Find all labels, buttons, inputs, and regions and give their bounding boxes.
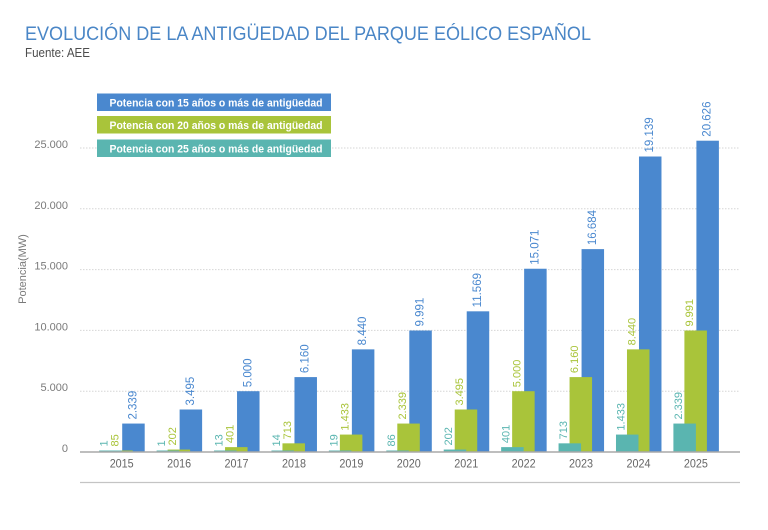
x-tick-label: 2015 — [110, 457, 134, 471]
data-label-20-years-2021: 3.495 — [454, 378, 466, 406]
bar-25-years-2025 — [673, 423, 696, 452]
data-label-20-years-2019: 1.433 — [339, 403, 351, 431]
y-tick-label: 20.000 — [34, 200, 68, 212]
data-label-15-years-2020: 9.991 — [415, 298, 427, 327]
bar-15-years-2015 — [122, 423, 145, 452]
chart-subtitle: Fuente: AEE — [25, 45, 90, 60]
data-label-15-years-2015: 2.339 — [127, 391, 139, 420]
bar-15-years-2016 — [179, 409, 203, 452]
bar-20-years-2019 — [339, 434, 363, 452]
x-tick-label: 2025 — [684, 457, 708, 471]
data-label-25-years-2019: 19 — [328, 434, 340, 446]
data-label-15-years-2024: 19.139 — [644, 117, 656, 152]
data-label-25-years-2024: 1.433 — [615, 403, 627, 431]
data-label-25-years-2021: 202 — [443, 427, 455, 445]
legend-swatch-20-years — [97, 116, 331, 134]
bar-20-years-2024 — [626, 349, 650, 452]
bar-15-years-2020 — [409, 330, 432, 452]
legend: Potencia con 15 años o más de antigüedad… — [97, 93, 331, 158]
data-label-25-years-2018: 14 — [271, 434, 283, 446]
x-tick-label: 2022 — [512, 457, 536, 471]
data-label-15-years-2018: 6.160 — [300, 344, 312, 373]
x-tick-label: 2021 — [454, 457, 478, 471]
bar-20-years-2025 — [684, 330, 707, 452]
data-label-20-years-2025: 9.991 — [684, 299, 696, 327]
data-label-20-years-2015: 85 — [110, 434, 122, 446]
data-label-20-years-2020: 2.339 — [397, 392, 409, 420]
data-label-15-years-2017: 5.000 — [242, 358, 254, 387]
data-label-20-years-2024: 8.440 — [626, 318, 638, 346]
bar-15-years-2017 — [237, 391, 260, 452]
y-tick-label: 0 — [62, 443, 68, 455]
bar-20-years-2020 — [397, 423, 420, 452]
bar-20-years-2021 — [454, 409, 478, 452]
y-tick-label: 15.000 — [34, 261, 68, 273]
bar-20-years-2017 — [225, 447, 248, 452]
y-axis-title: Potencia(MW) — [17, 234, 29, 304]
data-label-25-years-2022: 401 — [501, 425, 513, 443]
data-label-15-years-2022: 15.071 — [529, 230, 541, 265]
x-tick-label: 2024 — [626, 457, 650, 471]
data-label-25-years-2017: 13 — [214, 434, 226, 446]
data-label-25-years-2025: 2.339 — [673, 392, 685, 420]
legend-label-15-years: Potencia con 15 años o más de antigüedad — [110, 98, 323, 110]
data-label-20-years-2018: 713 — [282, 421, 294, 439]
data-label-15-years-2025: 20.626 — [702, 102, 714, 137]
x-tick-label: 2017 — [225, 457, 249, 471]
x-tick-label: 2023 — [569, 457, 593, 471]
data-label-25-years-2015: 1 — [99, 440, 111, 446]
bar-15-years-2019 — [351, 349, 375, 452]
bar-25-years-2024 — [615, 434, 639, 452]
data-label-15-years-2021: 11.569 — [472, 273, 484, 307]
legend-label-25-years: Potencia con 25 años o más de antigüedad — [110, 144, 323, 156]
bar-20-years-2018 — [282, 443, 305, 452]
bars — [99, 140, 719, 453]
data-label-20-years-2023: 6.160 — [569, 346, 581, 374]
bar-15-years-2018 — [294, 377, 317, 452]
x-tick-label: 2018 — [282, 457, 306, 471]
y-tick-label: 10.000 — [34, 321, 68, 333]
y-tick-label: 25.000 — [34, 139, 68, 151]
bar-25-years-2023 — [558, 443, 582, 452]
chart-title: EVOLUCIÓN DE LA ANTIGÜEDAD DEL PARQUE EÓ… — [25, 23, 591, 45]
data-label-25-years-2020: 86 — [386, 434, 398, 446]
legend-swatch-25-years — [97, 139, 331, 157]
data-label-25-years-2016: 1 — [156, 440, 168, 446]
data-label-20-years-2022: 5.000 — [512, 360, 524, 388]
x-tick-label: 2016 — [167, 457, 191, 471]
x-tick-label: 2019 — [339, 457, 363, 471]
bar-25-years-2022 — [501, 447, 524, 452]
data-label-15-years-2023: 16.684 — [587, 209, 599, 245]
bar-20-years-2023 — [569, 377, 593, 452]
legend-item-20-years[interactable]: Potencia con 20 años o más de antigüedad — [97, 116, 331, 134]
y-tick-label: 5.000 — [40, 382, 68, 394]
data-label-15-years-2016: 3.495 — [185, 377, 197, 406]
legend-item-15-years[interactable]: Potencia con 15 años o más de antigüedad — [97, 93, 331, 112]
bar-25-years-2021 — [443, 449, 467, 452]
legend-swatch-15-years — [97, 93, 331, 111]
data-label-20-years-2017: 401 — [225, 425, 237, 443]
legend-item-25-years[interactable]: Potencia con 25 años o más de antigüedad — [97, 139, 331, 158]
bar-20-years-2022 — [512, 391, 535, 452]
data-label-15-years-2019: 8.440 — [357, 317, 369, 346]
data-label-25-years-2023: 713 — [558, 421, 570, 439]
x-tick-label: 2020 — [397, 457, 421, 471]
legend-label-20-years: Potencia con 20 años o más de antigüedad — [110, 120, 323, 132]
data-label-20-years-2016: 202 — [167, 427, 179, 445]
